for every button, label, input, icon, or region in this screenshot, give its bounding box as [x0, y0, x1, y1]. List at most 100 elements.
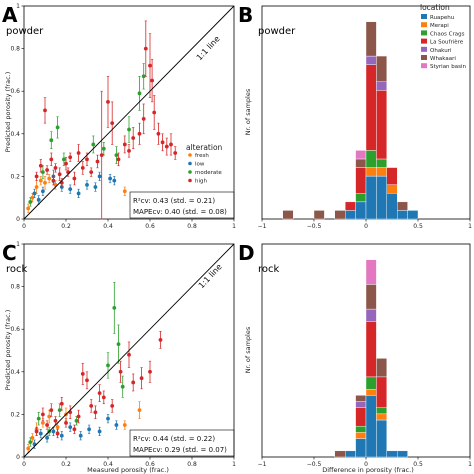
x-axis-label-c: Measured porosity (frac.)	[87, 466, 169, 474]
data-point-high	[158, 337, 163, 342]
histogram-bar-segment	[355, 150, 367, 160]
data-point-high	[76, 414, 81, 419]
data-point-moderate	[28, 440, 33, 444]
data-point-low	[93, 185, 98, 189]
legend-label-location: Ruapehu	[430, 15, 454, 21]
histogram-bar-segment	[365, 175, 377, 220]
histogram-bar-segment	[334, 210, 346, 220]
data-point-low	[59, 433, 64, 438]
data-point-low	[112, 178, 117, 183]
data-point-moderate	[28, 200, 33, 204]
data-point-high	[131, 380, 136, 385]
legend-location: Ruapehu Merapi Chaos Crags La Soufrière Ohak…	[421, 14, 467, 70]
data-point-fresh	[55, 425, 60, 430]
panel-label-d: D	[238, 241, 255, 265]
histogram-bar-segment	[355, 193, 367, 203]
data-point-fresh	[34, 185, 39, 189]
r2-stat-c: R²cv: 0.44 (std. = 0.22)	[133, 435, 215, 443]
histogram-bar-segment	[313, 210, 325, 220]
y-axis-label-d: Nr. of samples	[244, 326, 252, 373]
histogram-bar-segment	[345, 210, 356, 220]
y-tick-label-c: 1	[16, 241, 20, 248]
histogram-bar-segment	[355, 401, 367, 408]
data-point-high	[116, 157, 121, 162]
histogram-bars-d	[334, 259, 408, 458]
legend-label-location: Styrian basin	[430, 64, 467, 70]
data-point-high	[51, 178, 56, 183]
data-point-high	[72, 427, 77, 432]
data-point-high	[41, 412, 45, 417]
data-point-moderate	[116, 342, 121, 347]
legend-swatch-location	[421, 38, 427, 44]
x-axis-label-d: Difference in porosity (frac.)	[322, 466, 414, 474]
legend-label-low: low	[195, 162, 205, 168]
data-point-high	[106, 99, 110, 104]
legend-label-location: Merapi	[430, 23, 449, 29]
data-point-high	[127, 148, 131, 153]
data-point-high	[118, 369, 123, 374]
histogram-bar-segment	[334, 450, 346, 458]
histogram-bar-segment	[355, 438, 367, 458]
data-point-fresh	[122, 189, 127, 194]
y-axis-label-a: Predicted porosity (frac.)	[4, 72, 12, 153]
data-point-low	[51, 429, 56, 434]
histogram-bar-segment	[397, 210, 408, 220]
histogram-bar-segment	[282, 210, 294, 220]
data-point-low	[114, 423, 119, 427]
histogram-bar-segment	[386, 450, 398, 458]
data-point-high	[85, 378, 89, 383]
data-point-high	[164, 144, 169, 149]
data-point-fresh	[137, 408, 142, 413]
legend-swatch-location	[421, 55, 427, 60]
data-point-high	[150, 78, 155, 83]
legend-marker-low	[188, 161, 192, 166]
x-tick-label-b: 0.5	[413, 223, 423, 230]
legend-swatch-location	[421, 63, 427, 69]
axes-frame-a	[23, 5, 235, 220]
data-point-high	[101, 395, 106, 400]
histogram-bar-segment	[365, 21, 377, 57]
data-point-fresh	[41, 421, 45, 425]
histogram-bar-segment	[355, 201, 367, 220]
y-tick-label-a: 0.8	[10, 46, 20, 53]
histogram-bar-segment	[365, 395, 377, 458]
panel-subtitle-b: powder	[258, 26, 296, 37]
one-to-one-line-c	[23, 243, 235, 458]
histogram-bar-segment	[365, 259, 377, 285]
data-point-high	[55, 431, 60, 436]
data-point-high	[169, 142, 173, 147]
data-point-high	[110, 403, 115, 408]
data-point-high	[89, 170, 94, 175]
data-point-high	[80, 372, 85, 376]
data-point-high	[139, 376, 144, 381]
data-point-high	[127, 352, 131, 357]
x-tick-label-b: −1	[258, 223, 267, 230]
histogram-bar-segment	[355, 432, 367, 439]
data-point-low	[36, 197, 41, 202]
data-point-high	[160, 140, 165, 145]
x-tick-label-d: 1	[468, 461, 472, 468]
x-tick-label-a: 0.4	[103, 223, 113, 230]
data-point-high	[68, 155, 73, 160]
histogram-bar-segment	[355, 407, 367, 427]
y-tick-label-a: 0.6	[10, 88, 20, 95]
y-tick-label-c: 0	[16, 454, 20, 461]
histogram-bar-segment	[397, 201, 408, 211]
x-tick-label-b: 0	[364, 223, 368, 230]
data-point-moderate	[74, 418, 79, 423]
histogram-bar-segment	[407, 210, 419, 220]
histogram-bar-segment	[376, 55, 387, 83]
data-point-high	[148, 63, 152, 68]
data-point-low	[87, 427, 91, 432]
x-tick-label-d: 0	[364, 461, 368, 468]
data-point-moderate	[141, 74, 146, 79]
legend-label-location: Ohakuri	[430, 48, 452, 54]
data-point-high	[152, 110, 157, 115]
legend-alteration: fresh low moderate high	[188, 153, 222, 185]
data-point-low	[97, 174, 102, 179]
data-point-high	[95, 159, 100, 164]
panel-d: D rock Nr. of samples Difference in poro…	[238, 241, 414, 474]
legend-swatch-location	[421, 46, 427, 52]
mape-stat-a: MAPEcv: 0.40 (std. = 0.08)	[133, 208, 227, 216]
x-tick-label-b: −0.5	[307, 223, 322, 230]
